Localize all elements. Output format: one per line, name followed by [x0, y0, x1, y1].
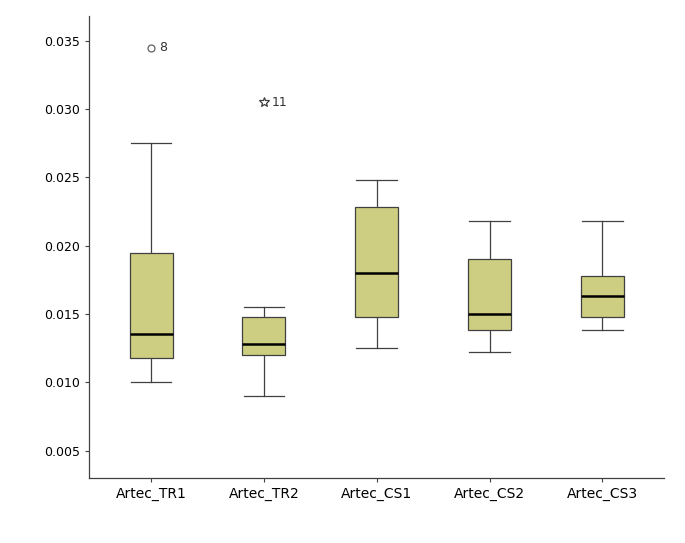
FancyBboxPatch shape — [356, 207, 398, 317]
Text: 8: 8 — [159, 41, 167, 54]
FancyBboxPatch shape — [129, 252, 173, 358]
Text: 11: 11 — [272, 96, 288, 109]
FancyBboxPatch shape — [581, 276, 624, 317]
FancyBboxPatch shape — [468, 260, 511, 330]
FancyBboxPatch shape — [242, 317, 286, 355]
